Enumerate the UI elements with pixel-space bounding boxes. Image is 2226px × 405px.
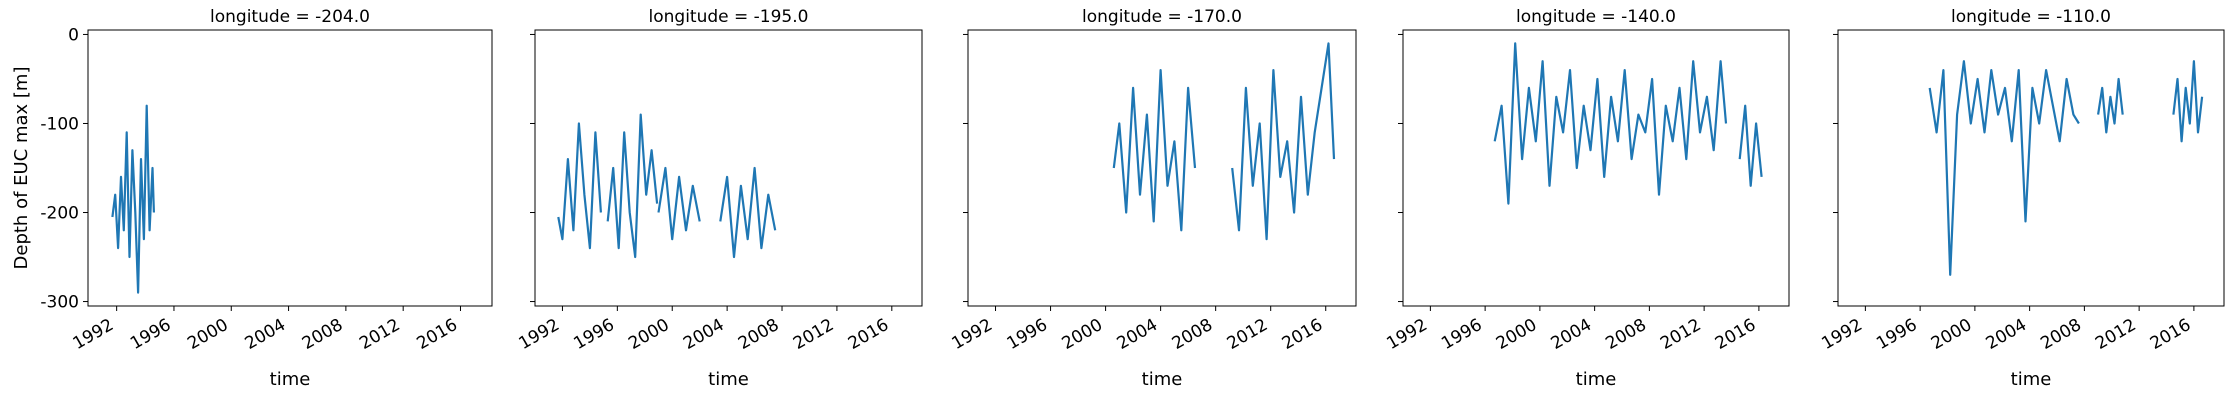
x-tick-label: 2000 (1493, 315, 1540, 354)
y-tick-label: -100 (40, 114, 79, 134)
panel-title: longitude = -204.0 (210, 7, 370, 27)
x-axis-label: time (1576, 369, 1617, 390)
x-tick-label: 1992 (1818, 315, 1865, 354)
x-tick-label: 2000 (1928, 315, 1975, 354)
x-tick-label: 2012 (2092, 315, 2139, 354)
series-line-segment (2097, 77, 2124, 134)
x-tick-label: 1992 (70, 315, 117, 354)
plot-frame (1402, 29, 1790, 307)
y-axis-label: Depth of EUC max [m] (11, 67, 32, 270)
x-tick-label: 2012 (1657, 315, 1704, 354)
x-axis-label: time (1142, 369, 1183, 390)
series-line-segment (1493, 42, 1728, 205)
y-tick-label: -300 (40, 293, 79, 313)
panel-title: longitude = -140.0 (1516, 7, 1676, 27)
x-tick-label: 2004 (1983, 315, 2030, 354)
series-line-segment (1231, 42, 1336, 241)
x-tick-label: 2008 (2037, 315, 2084, 354)
x-axis-label: time (2011, 369, 2052, 390)
x-tick-label: 1996 (1438, 315, 1485, 354)
panel-title: longitude = -110.0 (1951, 7, 2111, 27)
x-tick-label: 1992 (1383, 315, 1430, 354)
x-tick-label: 2016 (845, 315, 892, 354)
x-tick-label: 1996 (127, 315, 174, 354)
series-line-segment (1928, 60, 2080, 276)
x-tick-label: 2012 (790, 315, 837, 354)
x-axis-label: time (708, 369, 749, 390)
series-line-segment (1738, 104, 1763, 187)
x-tick-label: 2004 (242, 315, 289, 354)
x-tick-label: 1996 (1873, 315, 1920, 354)
x-tick-label: 1992 (949, 315, 996, 354)
x-tick-label: 1996 (570, 315, 617, 354)
plot-frame (534, 29, 923, 307)
plot-frame (87, 29, 493, 307)
series-line-segment (111, 104, 155, 294)
plot-frame (1837, 29, 2225, 307)
x-tick-label: 1996 (1004, 315, 1051, 354)
x-tick-label: 2004 (680, 315, 727, 354)
x-tick-label: 2012 (1224, 315, 1271, 354)
y-tick-label: 0 (68, 25, 79, 45)
y-tick-label: -200 (40, 204, 79, 224)
x-tick-label: 2008 (1602, 315, 1649, 354)
x-tick-label: 2004 (1548, 315, 1595, 354)
x-tick-label: 2016 (1279, 315, 1326, 354)
x-tick-label: 2000 (184, 315, 231, 354)
x-tick-label: 2008 (1169, 315, 1216, 354)
x-tick-label: 2012 (356, 315, 403, 354)
x-tick-label: 2008 (735, 315, 782, 354)
x-tick-label: 1992 (515, 315, 562, 354)
panel-title: longitude = -170.0 (1082, 7, 1242, 27)
series-line-segment (719, 166, 777, 259)
x-tick-label: 2008 (299, 315, 346, 354)
x-tick-label: 2016 (2147, 315, 2194, 354)
x-tick-label: 2016 (1712, 315, 1759, 354)
x-tick-label: 2000 (625, 315, 672, 354)
series-line-segment (2172, 60, 2204, 143)
series-line-segment (557, 122, 602, 250)
x-tick-label: 2016 (414, 315, 461, 354)
x-tick-label: 2004 (1114, 315, 1161, 354)
series-line-segment (606, 113, 659, 259)
series-line-segment (1112, 68, 1197, 232)
x-tick-label: 2000 (1059, 315, 1106, 354)
series-line-segment (657, 166, 701, 241)
panel-title: longitude = -195.0 (649, 7, 809, 27)
plot-frame (967, 29, 1357, 307)
x-axis-label: time (270, 369, 311, 390)
